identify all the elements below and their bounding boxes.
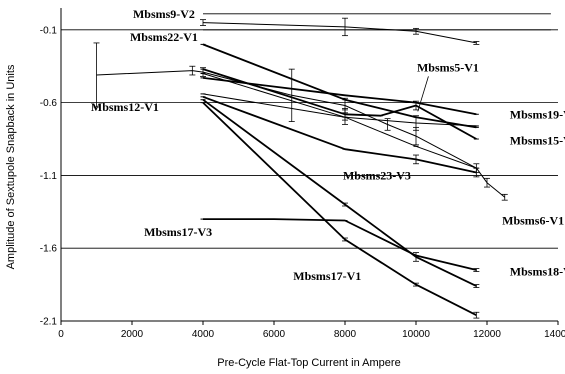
label-layer: Mbsms9-V2 Mbsms22-V1 Mbsms12-V1 Mbsms5-V1 Mb…	[91, 7, 565, 283]
series-layer	[93, 17, 508, 319]
series-label-mbsms18-v1: Mbsms18-V1	[510, 265, 565, 279]
series-label-mbsms17-v1: Mbsms17-V1	[293, 269, 361, 283]
y-axis-title: Amplitude of Sextupole Snapback in Units	[5, 64, 17, 269]
series-line-mbsms19-v2	[202, 77, 477, 116]
series-line-mbsms15-v4	[202, 73, 477, 127]
series-line-mbsms17-v1	[202, 101, 477, 317]
series-label-mbsms15-v4: Mbsms15-V4	[510, 133, 565, 147]
series-label-mbsms17-v3: Mbsms17-V3	[144, 225, 212, 239]
series-line-mbsms12-v1	[96, 70, 477, 169]
leader-line-mbsms5-v1	[417, 76, 429, 112]
x-tick-label: 6000	[263, 329, 286, 340]
x-tick-label: 14000	[544, 329, 565, 340]
axis-layer: -0.1 -0.6 -1.1 -1.6 -2.10 2000 4000 6000 8000 100…	[40, 8, 565, 340]
y-tick-label: -1.6	[40, 244, 58, 255]
x-tick-label: 0	[58, 329, 64, 340]
series-label-mbsms22-v1: Mbsms22-V1	[130, 30, 198, 44]
series-line-mbsms17-v3	[203, 218, 477, 271]
series-label-mbsms23-v3: Mbsms23-V3	[343, 168, 411, 182]
series-line-mbsms23-v3	[202, 95, 477, 174]
y-tick-label: -0.1	[40, 25, 58, 36]
series-line-mbsms6-v1	[202, 93, 506, 198]
y-tick-label: -1.1	[40, 171, 58, 182]
series-line-mbsms9-v2	[202, 22, 477, 44]
series-label-mbsms5-v1: Mbsms5-V1	[417, 61, 479, 75]
x-tick-label: 8000	[334, 329, 357, 340]
series-label-mbsms9-v2: Mbsms9-V2	[133, 7, 195, 21]
x-axis-title: Pre-Cycle Flat-Top Current in Ampere	[217, 357, 400, 369]
series-label-mbsms19-v2: Mbsms19-V2	[510, 107, 565, 121]
series-label-mbsms12-v1: Mbsms12-V1	[91, 100, 159, 114]
x-tick-label: 12000	[473, 329, 501, 340]
series-line-mbsms18-v1	[202, 98, 477, 287]
y-tick-label: -2.1	[40, 317, 58, 328]
x-tick-label: 4000	[192, 329, 215, 340]
y-tick-label: -0.6	[40, 98, 58, 109]
x-tick-label: 2000	[121, 329, 144, 340]
series-label-mbsms6-v1: Mbsms6-V1	[502, 214, 564, 228]
x-tick-label: 10000	[402, 329, 430, 340]
